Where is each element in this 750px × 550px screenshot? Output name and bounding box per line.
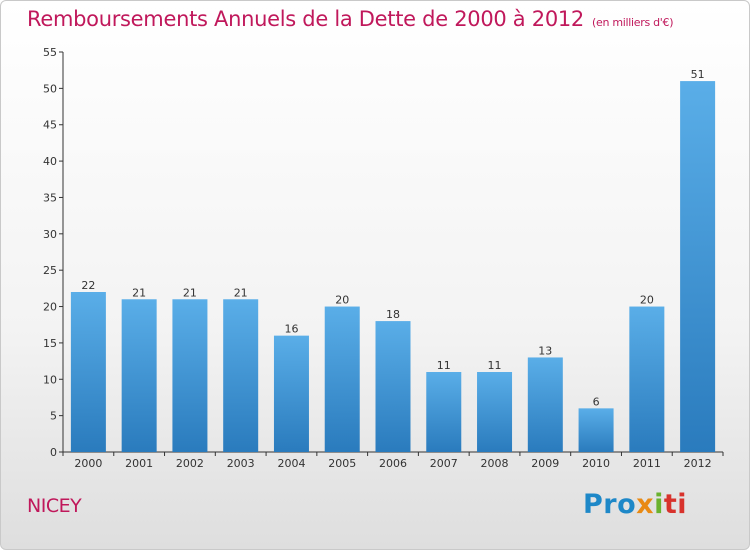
title-text: Remboursements Annuels de la Dette de 20… bbox=[27, 7, 584, 31]
bar-2010 bbox=[578, 408, 614, 452]
data-label-2003: 21 bbox=[234, 286, 248, 299]
town-name: NICEY bbox=[27, 495, 82, 517]
x-tick-label: 2011 bbox=[633, 457, 661, 470]
data-label-2012: 51 bbox=[691, 68, 705, 81]
x-tick-label: 2006 bbox=[379, 457, 407, 470]
y-tick-label: 50 bbox=[43, 82, 57, 95]
bar-2011 bbox=[629, 306, 665, 452]
bar-2006 bbox=[375, 321, 411, 452]
y-tick-label: 55 bbox=[43, 46, 57, 59]
x-tick-label: 2004 bbox=[277, 457, 305, 470]
bar-2004 bbox=[273, 335, 309, 452]
y-tick-label: 5 bbox=[50, 410, 57, 423]
data-label-2001: 21 bbox=[132, 286, 146, 299]
bar-2001 bbox=[121, 299, 157, 452]
axes: 0 5 10 15 20 25 30 35 40 45 50 55 2000 2001 2002 2003 20… bbox=[43, 46, 724, 470]
y-tick-label: 20 bbox=[43, 301, 57, 314]
y-tick-label: 30 bbox=[43, 228, 57, 241]
bar-2007 bbox=[426, 372, 462, 452]
logo-part: ti bbox=[663, 489, 688, 520]
x-tick-label: 2009 bbox=[531, 457, 559, 470]
proxiti-logo: Proxiti bbox=[583, 489, 687, 520]
logo-part: x bbox=[636, 489, 655, 520]
y-tick-label: 15 bbox=[43, 337, 57, 350]
bar-2003 bbox=[223, 299, 259, 452]
y-tick-label: 35 bbox=[43, 191, 57, 204]
bar-2000 bbox=[70, 292, 106, 452]
chart-title: Remboursements Annuels de la Dette de 20… bbox=[27, 7, 673, 31]
y-tick-label: 10 bbox=[43, 373, 57, 386]
bar-2002 bbox=[172, 299, 208, 452]
logo-part: Pro bbox=[583, 489, 637, 520]
y-tick-label: 0 bbox=[50, 446, 57, 459]
y-tick-label: 45 bbox=[43, 119, 57, 132]
x-tick-label: 2005 bbox=[328, 457, 356, 470]
data-label-2007: 11 bbox=[437, 359, 451, 372]
data-label-2005: 20 bbox=[335, 294, 349, 307]
bar-2008 bbox=[477, 372, 513, 452]
bar-2009 bbox=[527, 357, 563, 452]
x-tick-label: 2000 bbox=[74, 457, 102, 470]
bar-2005 bbox=[324, 306, 360, 452]
y-tick-label: 25 bbox=[43, 264, 57, 277]
bar-2012 bbox=[680, 81, 716, 452]
data-label-2000: 22 bbox=[81, 279, 95, 292]
x-tick-label: 2001 bbox=[125, 457, 153, 470]
x-tick-label: 2010 bbox=[582, 457, 610, 470]
data-label-2010: 6 bbox=[593, 395, 600, 408]
unit-note: (en milliers d'€) bbox=[592, 16, 674, 29]
data-label-2006: 18 bbox=[386, 308, 400, 321]
data-label-2002: 21 bbox=[183, 286, 197, 299]
bars: 22 21 21 21 16 20 18 11 11 13 6 20 51 bbox=[70, 68, 716, 452]
x-tick-label: 2008 bbox=[481, 457, 509, 470]
data-label-2011: 20 bbox=[640, 294, 654, 307]
x-tick-label: 2007 bbox=[430, 457, 458, 470]
x-tick-label: 2003 bbox=[227, 457, 255, 470]
x-tick-label: 2012 bbox=[684, 457, 712, 470]
x-tick-label: 2002 bbox=[176, 457, 204, 470]
data-label-2008: 11 bbox=[488, 359, 502, 372]
data-label-2009: 13 bbox=[538, 344, 552, 357]
y-tick-label: 40 bbox=[43, 155, 57, 168]
logo-part: i bbox=[654, 489, 664, 520]
data-label-2004: 16 bbox=[284, 323, 298, 336]
